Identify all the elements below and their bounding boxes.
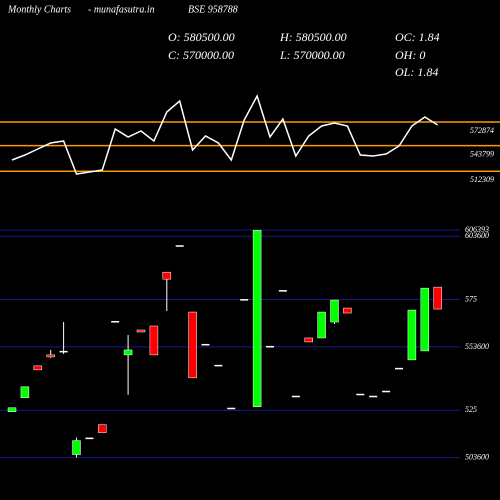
candle-body bbox=[291, 395, 300, 398]
title: Monthly Charts bbox=[7, 4, 71, 15]
candle-body bbox=[188, 311, 197, 379]
candle-body bbox=[382, 390, 391, 393]
candle-body bbox=[111, 321, 120, 323]
open-label: O: 580500.00 bbox=[168, 30, 235, 44]
candle-body bbox=[343, 307, 352, 314]
y-tick-label: 575 bbox=[465, 294, 477, 303]
candle-body bbox=[278, 290, 287, 292]
candle-body bbox=[369, 395, 378, 398]
y-tick-label: 503600 bbox=[465, 452, 489, 461]
candle-body bbox=[317, 311, 326, 339]
symbol: BSE 958788 bbox=[188, 4, 238, 15]
candle-body bbox=[162, 271, 172, 280]
candle-body bbox=[20, 386, 30, 399]
candle-body bbox=[59, 350, 68, 353]
y-tick-label: 553600 bbox=[465, 342, 489, 351]
candle-body bbox=[407, 309, 417, 361]
candle-body bbox=[356, 393, 365, 396]
candle-body bbox=[304, 337, 313, 343]
candle-body bbox=[33, 365, 43, 371]
candle-body bbox=[98, 424, 107, 433]
y-tick-label: 512309 bbox=[470, 175, 494, 184]
line bbox=[11, 94, 439, 175]
candle-body bbox=[420, 287, 430, 352]
candle-body bbox=[266, 345, 274, 348]
candle-body bbox=[227, 407, 236, 410]
y-tick-label: 543799 bbox=[470, 149, 494, 158]
candle-body bbox=[395, 367, 403, 370]
candle-body bbox=[240, 299, 249, 301]
oh-label: OH: 0 bbox=[395, 48, 425, 62]
ol-label: OL: 1.84 bbox=[395, 65, 438, 79]
candle-body bbox=[123, 349, 133, 356]
candle-body bbox=[72, 440, 81, 455]
candle-body bbox=[149, 325, 159, 356]
close-label: C: 570000.00 bbox=[168, 48, 234, 62]
candle-body bbox=[46, 354, 55, 358]
y-tick-label: 603600 bbox=[465, 231, 489, 240]
candle-body bbox=[201, 343, 210, 346]
low-label: L: 570000.00 bbox=[279, 48, 345, 62]
high-label: H: 580500.00 bbox=[279, 30, 347, 44]
candle-body bbox=[252, 230, 262, 407]
candle-body bbox=[175, 245, 184, 247]
candle-body bbox=[214, 364, 223, 367]
candle-body bbox=[7, 407, 17, 412]
candle-body bbox=[85, 437, 94, 440]
y-tick-label: 606393 bbox=[465, 225, 489, 234]
candle-body bbox=[330, 299, 339, 323]
y-tick-label: 572874 bbox=[470, 126, 494, 135]
site: - munafasutra.in bbox=[88, 4, 155, 15]
candle-body bbox=[433, 286, 442, 310]
candle-body bbox=[136, 329, 146, 333]
oc-label: OC: 1.84 bbox=[395, 30, 440, 44]
y-tick-label: 525 bbox=[465, 405, 477, 414]
